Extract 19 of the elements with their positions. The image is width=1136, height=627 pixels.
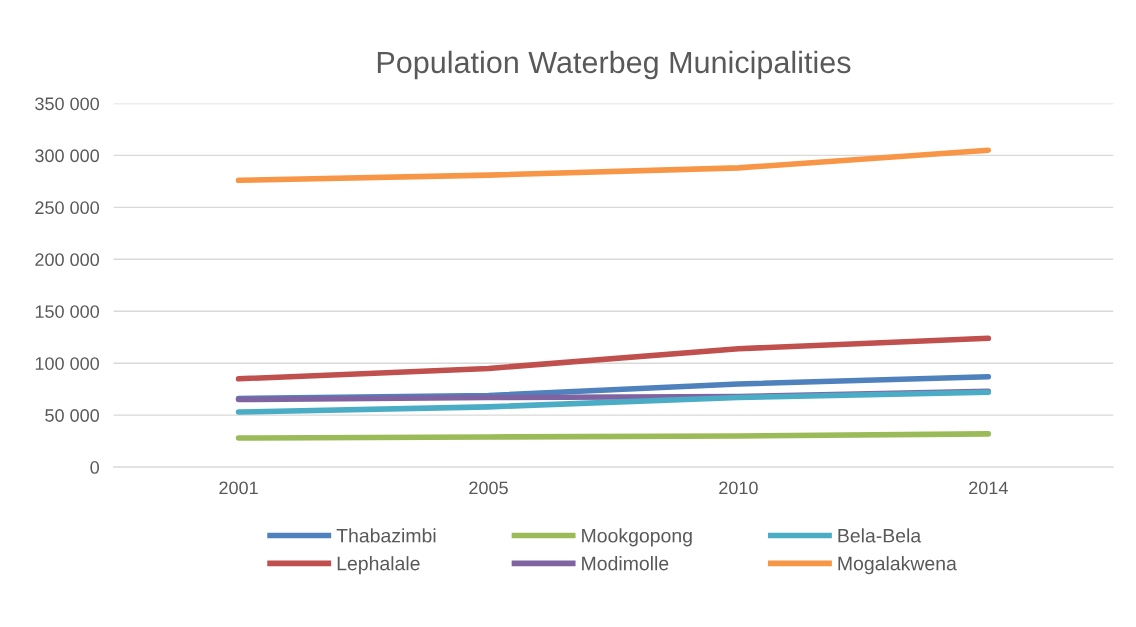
legend-label: Lephalale	[337, 556, 420, 575]
y-tick-label: 300 000	[35, 149, 100, 163]
y-tick-label: 50 000	[45, 409, 100, 422]
y-tick-label: 200 000	[35, 253, 100, 267]
x-tick-label: 2014	[969, 481, 1008, 495]
legend-label: Bela-Bela	[838, 528, 922, 543]
y-tick-label: 150 000	[35, 305, 100, 318]
legend-label: Modimolle	[582, 556, 669, 571]
legend-label: Mogalakwena	[838, 556, 957, 575]
chart-title: Population Waterbeg Municipalities	[377, 50, 851, 80]
x-tick-label: 2005	[469, 481, 508, 495]
legend-label: Mookgopong	[582, 528, 692, 547]
legend-label: Thabazimbi	[336, 528, 436, 543]
y-tick-label: 350 000	[35, 97, 100, 111]
x-tick-label: 2001	[219, 481, 258, 495]
y-tick-label: 250 000	[35, 201, 100, 215]
x-tick-label: 2010	[719, 481, 758, 495]
y-tick-label: 100 000	[35, 357, 100, 370]
y-tick-label: 0	[90, 461, 100, 474]
